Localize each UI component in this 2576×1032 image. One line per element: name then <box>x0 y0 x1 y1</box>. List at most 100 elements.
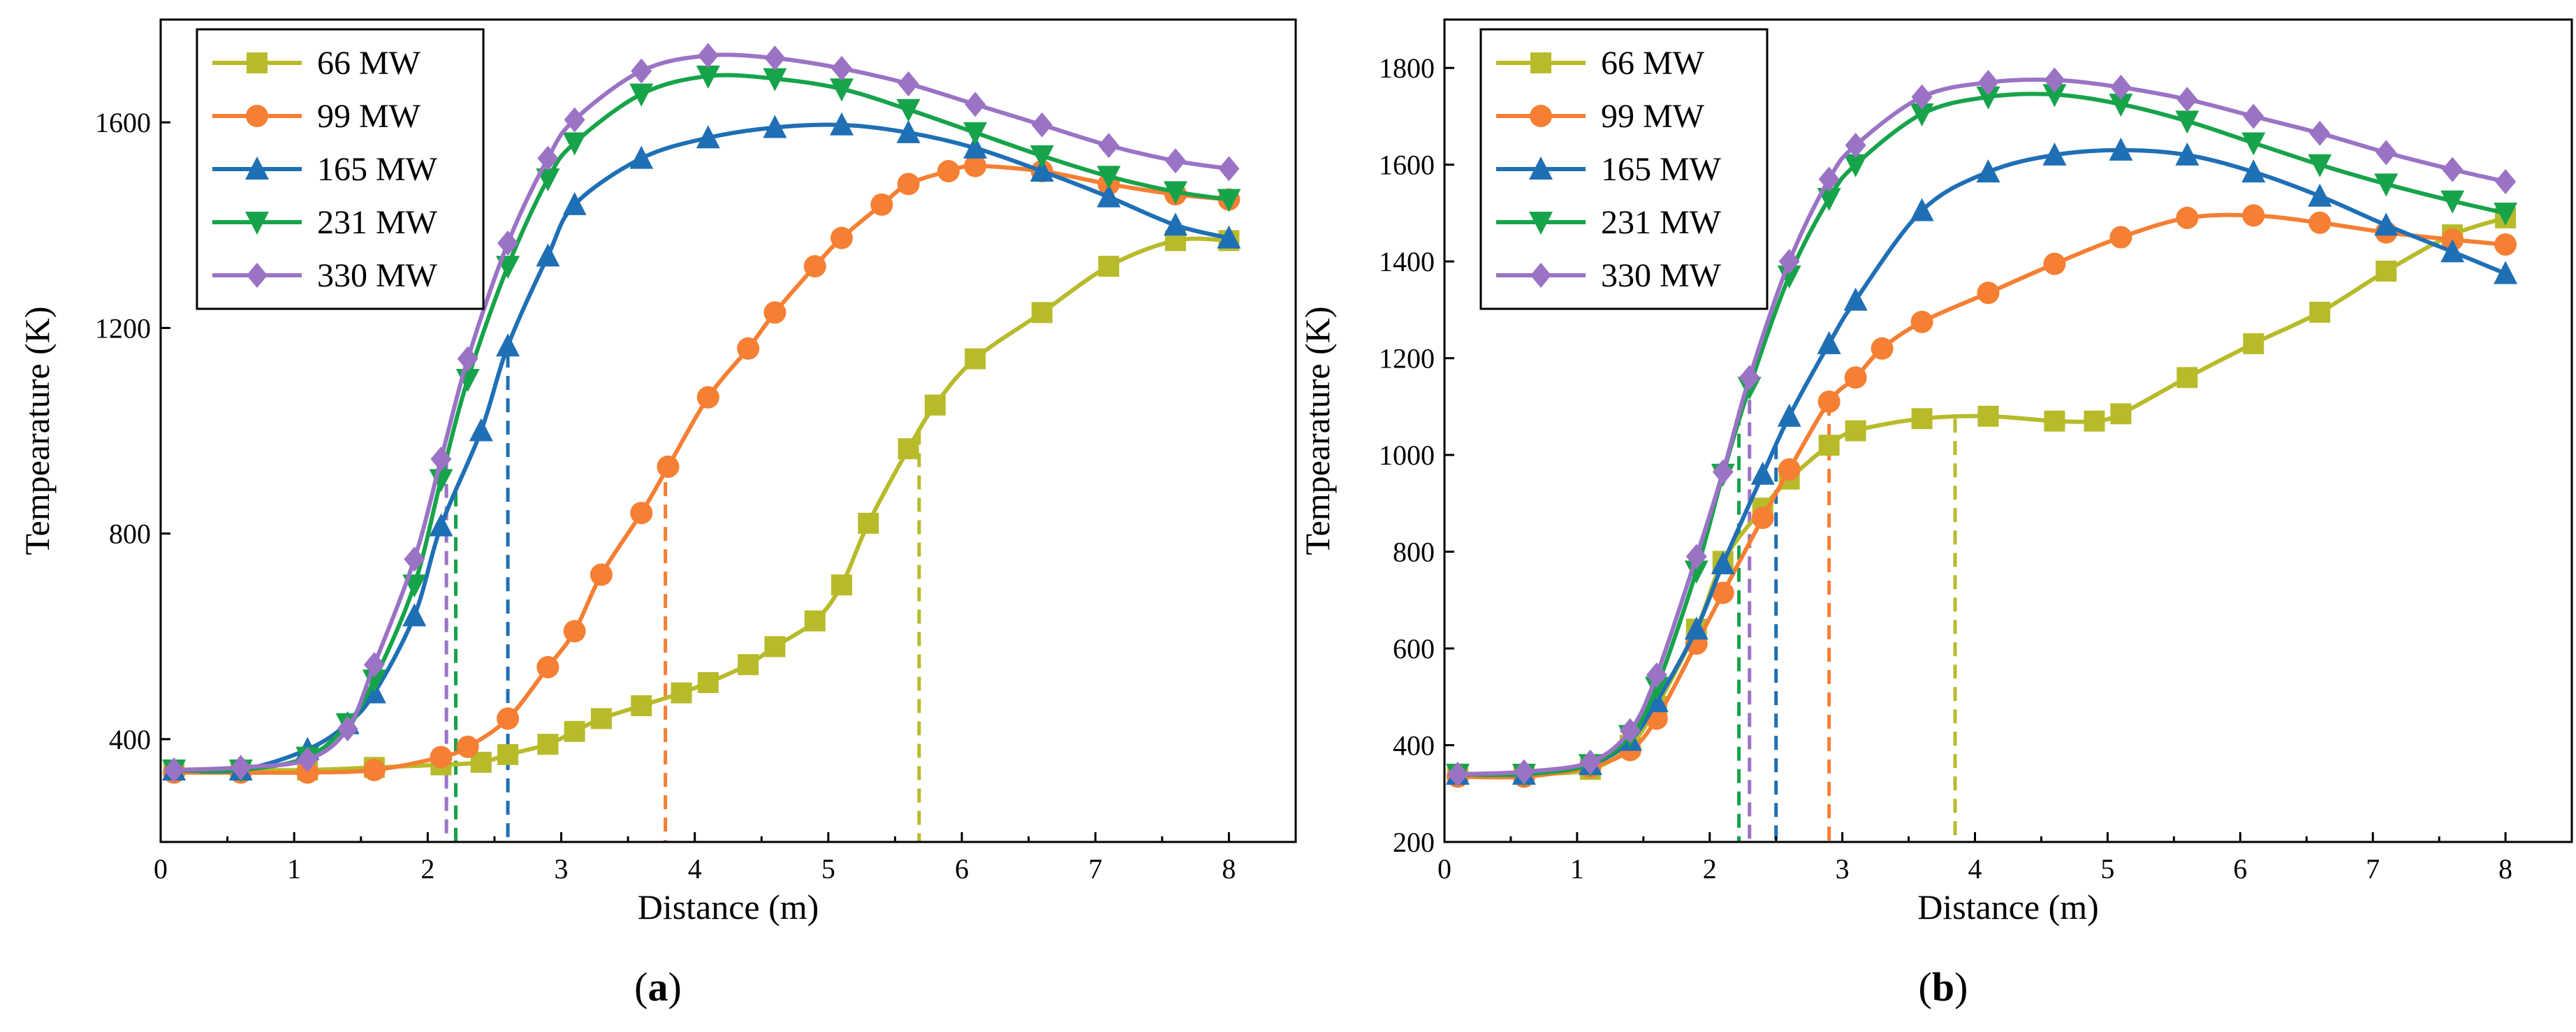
y-tick-label: 1400 <box>1379 246 1435 277</box>
data-point <box>696 125 720 149</box>
data-point <box>2044 67 2065 93</box>
legend-swatch-marker <box>1530 263 1551 288</box>
legend-item: 99 MW <box>1496 98 1705 135</box>
data-point <box>1217 189 1241 212</box>
data-point <box>830 112 854 136</box>
legend-label: 231 MW <box>1601 204 1722 241</box>
data-point <box>2241 132 2266 156</box>
data-point <box>1818 166 1840 192</box>
data-point <box>657 455 680 478</box>
data-point <box>563 620 586 643</box>
y-tick-label: 1600 <box>1379 150 1435 181</box>
data-point <box>457 346 478 372</box>
plot-frame <box>1443 18 2573 843</box>
series-markers-66-mw <box>163 230 1240 781</box>
data-point <box>2109 94 2133 117</box>
legend-item: 231 MW <box>1496 204 1722 241</box>
data-point <box>536 243 560 267</box>
data-point <box>2110 403 2132 425</box>
data-point <box>2175 110 2200 134</box>
data-point <box>737 337 760 360</box>
data-point <box>1685 544 1707 569</box>
data-point <box>2376 140 2397 166</box>
data-point <box>496 333 520 357</box>
data-point <box>296 761 319 784</box>
data-point <box>402 603 427 627</box>
x-tick-label: 2 <box>1703 853 1717 885</box>
data-point <box>1818 435 1840 456</box>
x-tick-label: 6 <box>955 853 969 885</box>
y-tick-label: 1200 <box>1379 343 1435 375</box>
data-point <box>1646 662 1667 688</box>
data-point <box>697 671 719 693</box>
legend-label: 66 MW <box>317 45 421 82</box>
data-point <box>497 707 520 730</box>
data-point <box>456 735 479 758</box>
x-tick-label: 0 <box>1437 853 1451 885</box>
data-point <box>764 636 786 657</box>
data-point <box>2109 137 2133 161</box>
data-point <box>2109 226 2132 249</box>
legend-swatch-marker <box>247 263 268 288</box>
data-point <box>696 386 719 409</box>
legend-item: 99 MW <box>212 98 421 135</box>
data-point <box>2374 173 2399 197</box>
legend-item: 330 MW <box>1496 257 1722 294</box>
y-tick-label: 800 <box>109 518 151 550</box>
data-point <box>629 145 654 169</box>
data-point <box>1843 154 1868 177</box>
data-point <box>1712 459 1734 485</box>
data-point <box>536 168 560 192</box>
data-point <box>2243 333 2264 354</box>
panel-label: (a) <box>634 964 682 1010</box>
data-point <box>1031 302 1053 324</box>
data-point <box>1817 390 1840 413</box>
data-point <box>1977 405 1999 427</box>
x-tick-label: 1 <box>287 853 301 885</box>
data-point <box>2043 252 2066 275</box>
x-tick-label: 7 <box>1088 853 1102 885</box>
data-point <box>630 502 653 525</box>
series-line-231-mw <box>172 73 1231 773</box>
x-axis-title: Distance (m) <box>638 887 819 926</box>
data-point <box>429 513 453 537</box>
data-point <box>2440 239 2465 263</box>
data-point <box>764 45 786 71</box>
legend-label: 99 MW <box>317 98 421 135</box>
data-point <box>562 191 587 215</box>
data-point <box>1777 403 1801 427</box>
x-tick-label: 3 <box>555 853 569 885</box>
data-point <box>2242 204 2265 227</box>
data-point <box>536 655 559 678</box>
legend-label: 231 MW <box>317 204 438 241</box>
data-point <box>831 55 852 81</box>
data-point <box>537 145 559 171</box>
data-point <box>1844 366 1867 389</box>
data-point <box>1097 166 1121 189</box>
data-point <box>2110 74 2132 100</box>
data-point <box>629 83 654 107</box>
data-point <box>1711 581 1734 604</box>
data-point <box>2494 233 2517 256</box>
legend-swatch-marker <box>1529 157 1553 180</box>
data-point <box>562 132 587 156</box>
data-point <box>2175 142 2200 166</box>
data-point <box>2494 261 2518 284</box>
data-point <box>1910 103 1934 127</box>
data-point <box>696 65 720 89</box>
legend-item: 231 MW <box>212 204 438 241</box>
data-point <box>1098 133 1120 159</box>
panel-label: (b) <box>1919 964 1968 1010</box>
series-line-231-mw <box>1455 92 2508 778</box>
data-point <box>337 716 358 742</box>
data-point <box>1217 225 1241 249</box>
legend-label: 99 MW <box>1601 98 1705 135</box>
data-point <box>1739 365 1760 391</box>
data-point <box>738 654 759 676</box>
y-tick-label: 1000 <box>1379 439 1435 471</box>
x-tick-label: 7 <box>2366 853 2380 885</box>
data-point <box>2308 154 2332 177</box>
data-point <box>965 92 986 117</box>
data-point <box>1911 84 1933 110</box>
